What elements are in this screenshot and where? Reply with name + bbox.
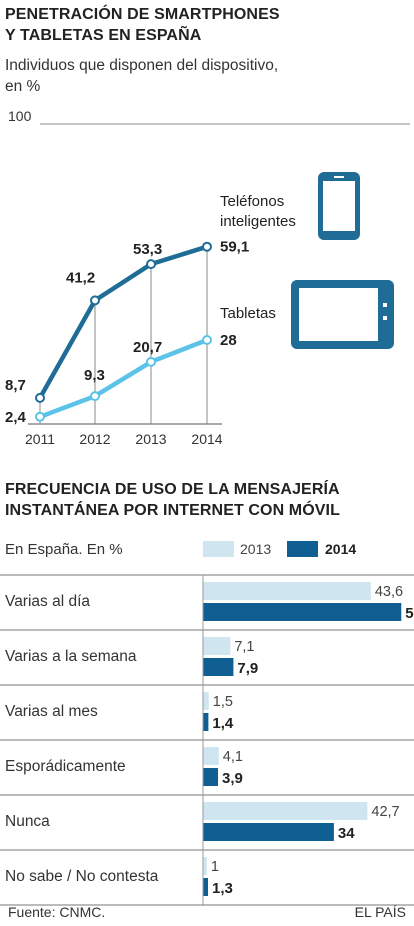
data-point [35,411,45,422]
bar-2014 [203,768,219,786]
series-line-tablets [39,337,208,419]
data-point [202,335,212,345]
data-label-smartphones: 41,2 [66,269,95,286]
tablet-screen [299,288,378,341]
category-label: Esporádicamente [5,758,126,775]
bar-label-2013: 1,5 [213,694,233,710]
y-tick-label: 100 [8,108,32,124]
bar-label-2013: 43,6 [375,584,403,600]
data-label-smartphones: 8,7 [5,377,26,394]
bar-2013 [203,692,209,710]
category-label: No sabe / No contesta [5,868,159,885]
data-point [202,241,212,252]
smartphone-speaker [334,176,344,178]
line-chart-subtitle-line1: Individuos que disponen del dispositivo, [5,57,279,74]
data-point [35,392,45,403]
data-point [90,295,100,306]
data-point [90,391,100,402]
bar-label-2013: 42,7 [371,804,399,820]
category-label: Varias a la semana [5,648,137,665]
legend-label-2014: 2014 [325,541,357,557]
source-note: Fuente: CNMC. [8,904,106,920]
bar-label-2013: 4,1 [223,749,243,765]
x-tick-label: 2013 [135,431,166,447]
bar-2013 [203,637,231,655]
x-tick-label: 2014 [191,431,222,447]
bar-label-2014: 1,3 [212,880,233,897]
bar-chart-title: FRECUENCIA DE USO DE LA MENSAJERÍA INSTA… [5,479,340,521]
legend-swatch-2013 [203,541,234,557]
line-chart-title-line2: Y TABLETAS EN ESPAÑA [5,27,202,44]
bar-label-2013: 1 [211,859,219,875]
data-label-tablets: 2,4 [5,409,27,426]
brand-logo-text: EL PAÍS [354,904,406,920]
line-chart-title: PENETRACIÓN DE SMARTPHONES Y TABLETAS EN… [5,4,280,46]
series-name-tablets: Tabletas [220,305,276,322]
line-chart: 100 2011 2012 2013 2014 8,7 41,2 53,3 59,1 2,4 9,3… [5,108,410,447]
data-point [146,259,156,270]
bar-2013 [203,802,368,820]
bar-2014 [203,658,234,676]
series-line-smartphones [38,244,208,400]
bar-label-2014: 3,9 [222,770,243,787]
data-label-tablets: 9,3 [84,367,105,384]
bar-2013 [203,582,371,600]
bar-2013 [203,747,219,765]
bar-label-2014: 7,9 [237,660,258,677]
bar-label-2014: 1,4 [212,715,234,732]
category-label: Varias al mes [5,703,98,720]
line-chart-subtitle: Individuos que disponen del dispositivo,… [5,55,278,97]
data-label-tablets: 28 [220,332,237,349]
x-tick-label: 2011 [25,431,55,447]
category-label: Varias al día [5,593,90,610]
x-tick-label: 2012 [79,431,110,447]
bar-chart-title-line2: INSTANTÁNEA POR INTERNET CON MÓVIL [5,502,340,519]
data-label-smartphones: 59,1 [220,239,249,256]
series-name-smartphones-line1: Teléfonos [220,193,284,210]
bar-2014 [203,603,402,621]
bar-chart-title-line1: FRECUENCIA DE USO DE LA MENSAJERÍA [5,481,340,498]
tablet-button [383,303,387,307]
bar-2013 [203,857,207,875]
bar-2014 [203,713,209,731]
tablet-button [383,316,387,320]
category-label: Nunca [5,813,50,830]
tablet-icon [291,280,394,349]
bar-2014 [203,878,209,896]
smartphone-screen [323,181,355,231]
bar-chart-subtitle: En España. En % [5,541,123,558]
bar-label-2014: 51,5 [405,605,414,622]
legend-swatch-2014 [287,541,318,557]
bar-2014 [203,823,334,841]
bar-label-2014: 34 [338,825,355,842]
data-label-tablets: 20,7 [133,339,162,356]
line-chart-subtitle-line2: en % [5,78,41,95]
series-name-smartphones-line2: inteligentes [220,213,296,230]
data-point [146,356,156,367]
smartphone-icon [318,172,360,240]
legend-label-2013: 2013 [240,541,272,557]
data-label-smartphones: 53,3 [133,241,162,258]
line-chart-title-line1: PENETRACIÓN DE SMARTPHONES [5,6,280,23]
bar-label-2013: 7,1 [234,639,254,655]
